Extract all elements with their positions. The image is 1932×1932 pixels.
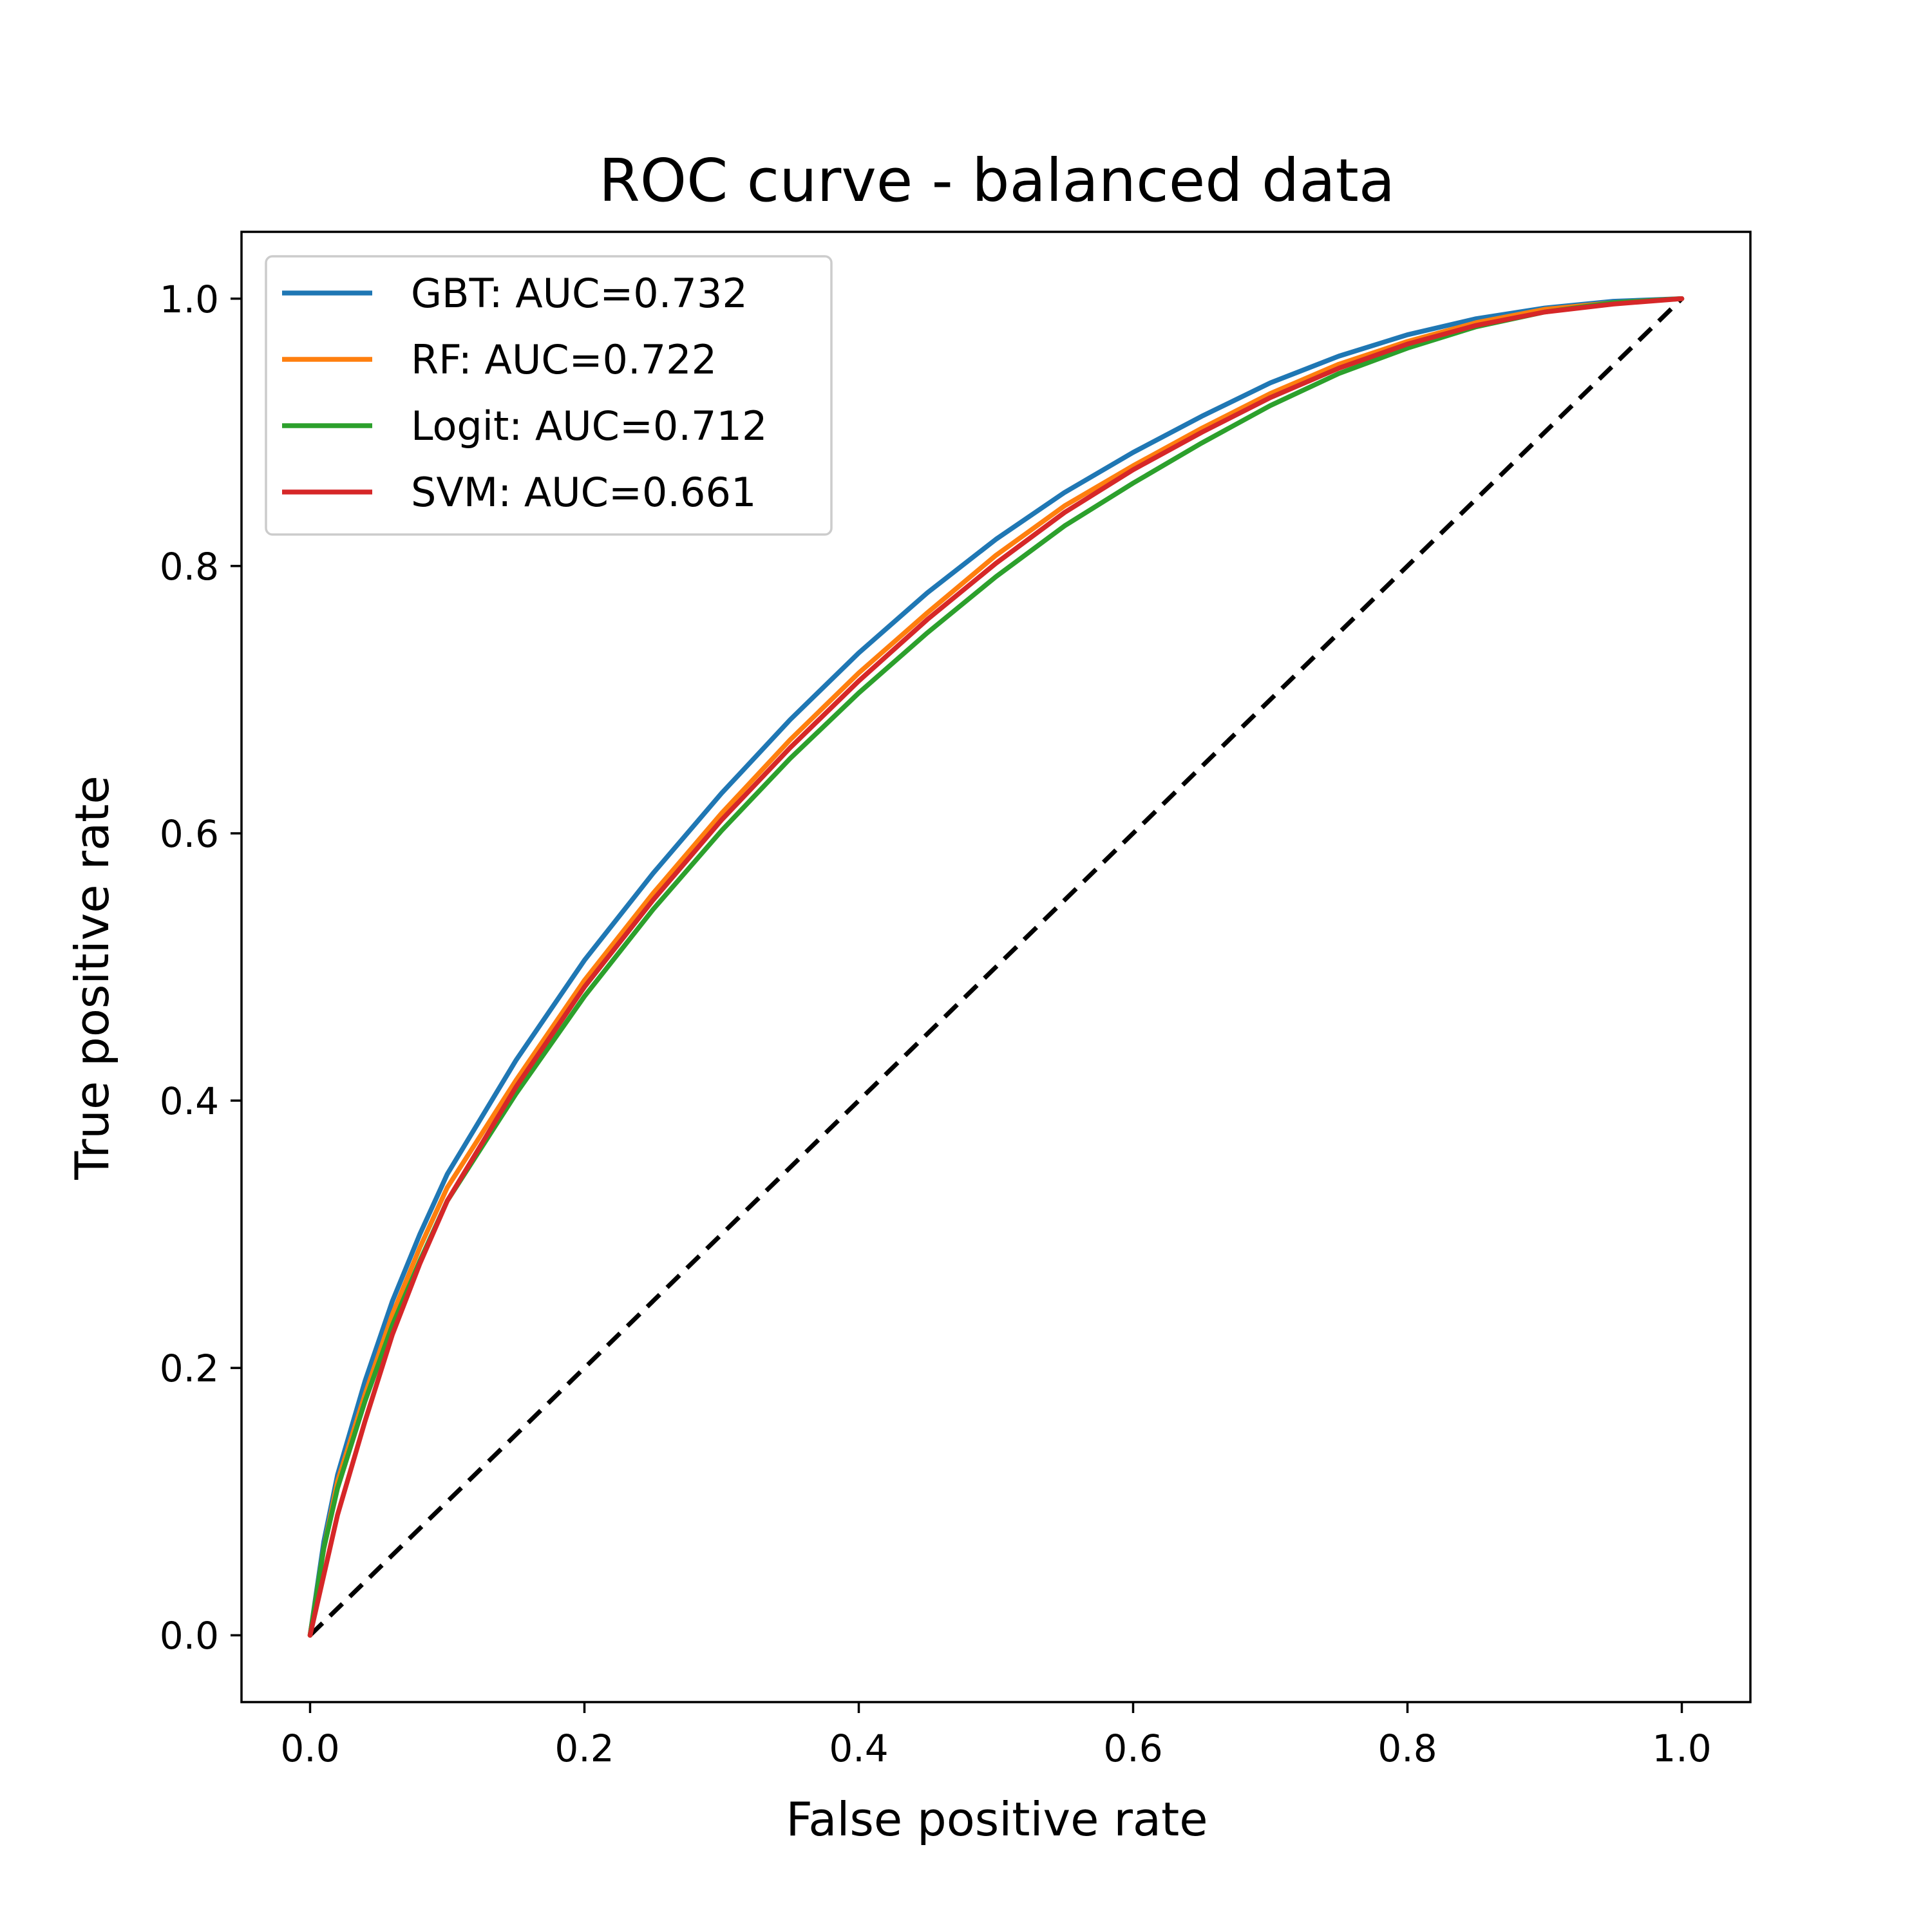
series-line-0 (307, 296, 1685, 1638)
axes-group: 0.0 0.2 0.4 0.6 0.8 1.0 0.0 0.2 0.4 0.6 0.8 1.0 (160, 231, 1752, 1770)
legend-label-1: RF: AUC=0.722 (411, 336, 717, 383)
y-tick-label-2: 0.4 (160, 1079, 219, 1123)
legend-label-2: Logit: AUC=0.712 (411, 402, 767, 450)
y-axis-label: True positive rate (65, 775, 119, 1180)
axes-frame (240, 231, 1752, 1703)
legend-box (265, 255, 833, 536)
x-tick-label-4: 0.8 (1378, 1727, 1437, 1770)
series-line-3 (307, 296, 1685, 1638)
legend-label-3: SVM: AUC=0.661 (411, 469, 756, 516)
y-tick-label-3: 0.6 (160, 812, 219, 856)
legend: GBT: AUC=0.732 RF: AUC=0.722 Logit: AUC=0.… (265, 255, 833, 536)
x-tick-label-1: 0.2 (554, 1727, 614, 1770)
x-axis-label: False positive rate (786, 1792, 1208, 1846)
x-tick-label-0: 0.0 (280, 1727, 339, 1770)
series-line-1 (307, 296, 1685, 1638)
reference-diagonal-line (308, 297, 1683, 1637)
y-tick-label-1: 0.2 (160, 1347, 219, 1390)
chart-title: ROC curve - balanced data (599, 146, 1395, 215)
y-tick-label-5: 1.0 (160, 278, 219, 321)
y-tick-label-0: 0.0 (160, 1614, 219, 1658)
x-tick-label-5: 1.0 (1652, 1727, 1711, 1770)
x-tick-label-2: 0.4 (829, 1727, 888, 1770)
legend-label-0: GBT: AUC=0.732 (411, 270, 748, 317)
y-tick-label-4: 0.8 (160, 545, 219, 589)
series-line-2 (307, 296, 1685, 1638)
x-tick-label-3: 0.6 (1103, 1727, 1162, 1770)
series-group (307, 296, 1685, 1638)
